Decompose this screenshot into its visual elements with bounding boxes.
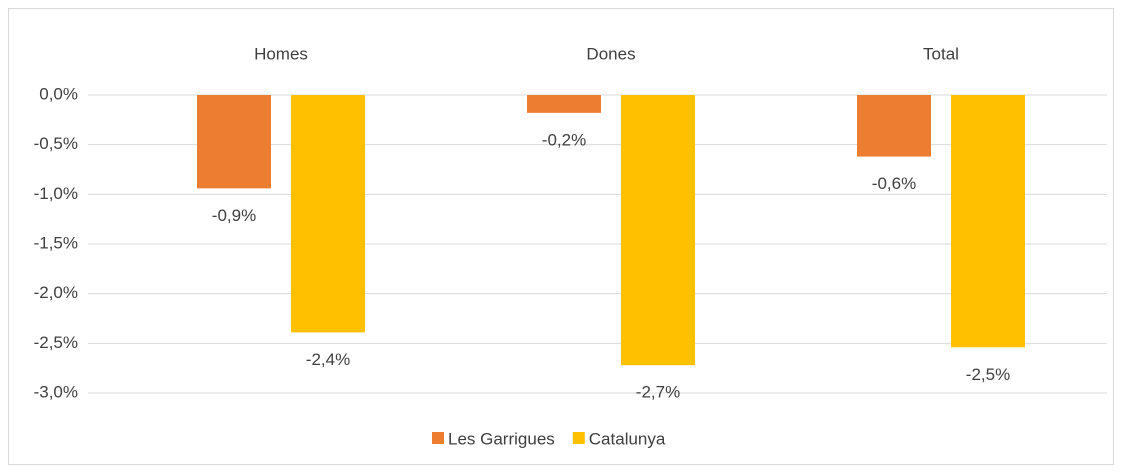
x-category-label: Dones [586,44,635,63]
legend-swatch [572,432,585,444]
x-category-label: Homes [254,44,308,63]
y-tick-label: -1,5% [34,233,78,252]
bar [527,95,601,113]
bar [291,95,365,333]
bar [951,95,1025,348]
data-label: -2,4% [306,350,350,369]
y-tick-label: -2,5% [34,333,78,352]
x-category-label: Total [923,44,959,63]
bar [857,95,931,157]
data-label: -2,7% [636,383,680,402]
legend-label: Les Garrigues [448,429,555,448]
data-label: -0,6% [872,174,916,193]
chart-border [8,8,1114,465]
data-label: -2,5% [966,365,1010,384]
y-tick-label: -1,0% [34,184,78,203]
bar [621,95,695,366]
y-tick-label: -0,5% [34,134,78,153]
y-tick-label: 0,0% [39,84,78,103]
data-label: -0,9% [212,206,256,225]
y-tick-label: -2,0% [34,283,78,302]
y-tick-label: -3,0% [34,382,78,401]
data-label: -0,2% [542,130,586,149]
legend-swatch [432,432,444,444]
bar [197,95,271,189]
legend-label: Catalunya [589,429,666,448]
